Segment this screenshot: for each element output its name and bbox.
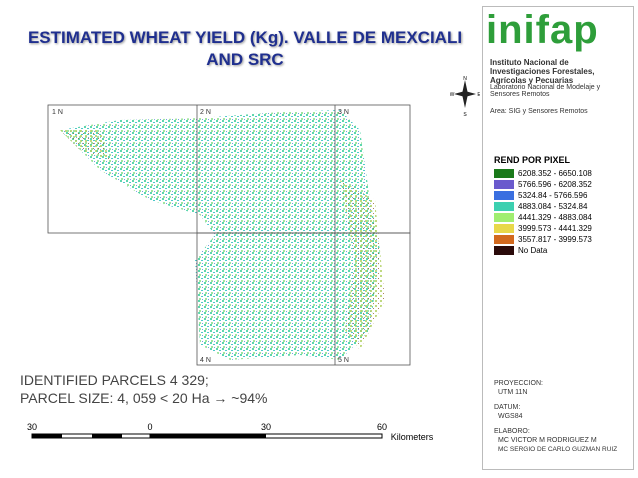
legend-item: No Data	[494, 245, 592, 256]
scale-label: 30	[27, 422, 37, 432]
legend-text: 3999.573 - 4441.329	[518, 224, 592, 233]
legend: 6208.352 - 6650.108 5766.596 - 6208.352 …	[494, 168, 592, 256]
legend-item: 3557.817 - 3999.573	[494, 234, 592, 245]
scale-label: 0	[147, 422, 152, 432]
compass-label: W	[450, 92, 455, 98]
side-panel	[482, 6, 634, 470]
grid-label: 4 N	[200, 357, 211, 364]
legend-item: 6208.352 - 6650.108	[494, 168, 592, 179]
legend-text: 4441.329 - 4883.084	[518, 213, 592, 222]
legend-title: REND POR PIXEL	[494, 155, 571, 165]
compass-label: E	[477, 92, 480, 98]
info: MC VICTOR M RODRIGUEZ M	[498, 437, 597, 444]
compass-label: S	[463, 112, 467, 118]
legend-text: No Data	[518, 246, 548, 255]
legend-item: 4441.329 - 4883.084	[494, 212, 592, 223]
info: WGS84	[498, 413, 523, 420]
legend-item: 3999.573 - 4441.329	[494, 223, 592, 234]
compass-label: N	[463, 76, 467, 82]
yield-area	[60, 110, 380, 360]
info: UTM 11N	[498, 389, 528, 396]
title: ESTIMATED WHEAT YIELD (Kg). VALLE DE MEX…	[27, 28, 463, 47]
title: AND SRC	[206, 50, 284, 69]
scale-bar	[31, 433, 383, 439]
legend-text: 4883.084 - 5324.84	[518, 202, 588, 211]
compass: N E S W	[450, 76, 480, 118]
yield-area	[340, 180, 385, 350]
grid-label: 1 N	[52, 109, 63, 116]
legend-item: 5324.84 - 5766.596	[494, 190, 592, 201]
grid	[47, 104, 411, 366]
note: IDENTIFIED PARCELS 4 329;	[20, 372, 209, 388]
info: MC SERGIO DE CARLO GUZMAN RUIZ	[498, 446, 618, 453]
legend-text: 5766.596 - 6208.352	[518, 180, 592, 189]
info: ELABORO:	[494, 428, 530, 435]
info: PROYECCION:	[494, 380, 544, 387]
logo: inifap	[486, 8, 599, 52]
info: DATUM:	[494, 404, 521, 411]
grid-label: 2 N	[200, 109, 211, 116]
legend-item: 5766.596 - 6208.352	[494, 179, 592, 190]
scale-label: 60	[377, 422, 387, 432]
grid-label: 3 N	[338, 109, 349, 116]
note: PARCEL SIZE: 4, 059 < 20 Ha → ~94%	[20, 390, 268, 406]
legend-text: 5324.84 - 5766.596	[518, 191, 588, 200]
legend-item: 4883.084 - 5324.84	[494, 201, 592, 212]
scale-label: 30	[261, 422, 271, 432]
org: Instituto Nacional de Investigaciones Fo…	[490, 58, 595, 85]
legend-text: 6208.352 - 6650.108	[518, 169, 592, 178]
grid-label: 5 N	[338, 357, 349, 364]
legend-text: 3557.817 - 3999.573	[518, 235, 592, 244]
lab: Laboratorio Nacional de Modelaje y Senso…	[490, 84, 601, 98]
yield-area	[60, 130, 110, 160]
scale-unit: Kilometers	[391, 432, 434, 442]
area: Area: SIG y Sensores Remotos	[490, 108, 588, 115]
map: 1 N 2 N 3 N 4 N 5 N 30 0 30 60 Kilometer…	[27, 104, 434, 442]
